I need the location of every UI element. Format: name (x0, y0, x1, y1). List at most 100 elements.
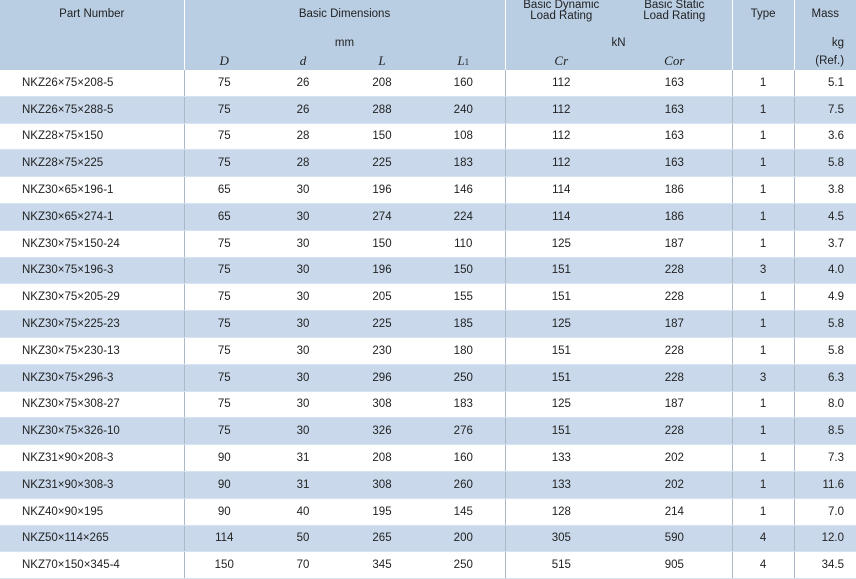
cell-d: 30 (264, 364, 342, 392)
cell-L1: 155 (422, 283, 506, 312)
cell-part-number: NKZ30×75×225-23 (0, 310, 184, 338)
cell-L: 225 (342, 310, 422, 338)
cell-mass: 7.3 (793, 444, 856, 472)
cell-mass: 3.6 (793, 123, 856, 151)
cell-L: 296 (342, 364, 422, 392)
cell-d: 30 (264, 257, 342, 285)
cell-D: 75 (183, 70, 264, 97)
cell-type: 3 (731, 364, 795, 392)
cell-type: 1 (731, 176, 795, 204)
cell-Cor: 905 (617, 551, 733, 579)
cell-L1: 224 (422, 203, 506, 231)
cell-type: 1 (731, 283, 795, 312)
cell-L: 308 (342, 391, 422, 419)
cell-L1: 185 (422, 310, 506, 338)
table-row: NKZ50×114×265 114 50 265 200 305 590 4 12.0 (0, 525, 856, 553)
cell-L: 274 (342, 203, 422, 231)
cell-part-number: NKZ70×150×345-4 (0, 551, 184, 579)
cell-type: 1 (731, 96, 795, 124)
cell-part-number: NKZ50×114×265 (0, 525, 184, 553)
cell-d: 31 (264, 444, 342, 472)
table-row: NKZ30×75×326-10 75 30 326 276 151 228 1 8.5 (0, 417, 856, 446)
cell-Cor: 214 (617, 498, 733, 526)
cell-type: 1 (731, 310, 795, 338)
cell-type: 1 (731, 391, 795, 419)
cell-type: 1 (731, 337, 795, 365)
cell-mass: 5.8 (793, 149, 856, 178)
cell-D: 90 (183, 471, 264, 499)
cell-L: 196 (342, 257, 422, 285)
cell-d: 28 (264, 149, 342, 178)
cell-D: 75 (183, 96, 264, 124)
cell-d: 30 (264, 230, 342, 258)
cell-D: 75 (183, 310, 264, 338)
cell-L1: 180 (422, 337, 506, 365)
cell-Cr: 151 (504, 364, 618, 392)
cell-L1: 160 (422, 444, 506, 472)
cell-Cor: 163 (617, 96, 733, 124)
cell-mass: 3.7 (793, 230, 856, 258)
cell-d: 30 (264, 391, 342, 419)
cell-mass: 3.8 (793, 176, 856, 204)
cell-d: 40 (264, 498, 342, 526)
cell-Cor: 186 (617, 176, 733, 204)
header-mass-ref: (Ref.) (793, 52, 856, 70)
cell-Cr: 125 (504, 310, 618, 338)
cell-Cr: 112 (504, 96, 618, 124)
cell-L: 196 (342, 176, 422, 204)
cell-d: 30 (264, 283, 342, 312)
cell-d: 26 (264, 96, 342, 124)
cell-d: 31 (264, 471, 342, 499)
header-sym-Cor: Cor (617, 52, 733, 70)
table-row: NKZ28×75×150 75 28 150 108 112 163 1 3.6 (0, 123, 856, 151)
table-row: NKZ30×65×274-1 65 30 274 224 114 186 1 4.5 (0, 203, 856, 231)
cell-part-number: NKZ28×75×225 (0, 149, 184, 178)
cell-Cr: 151 (504, 417, 618, 446)
cell-D: 114 (183, 525, 264, 553)
header-sym-D: D (183, 52, 264, 70)
cell-part-number: NKZ30×75×308-27 (0, 391, 184, 419)
cell-type: 1 (731, 444, 795, 472)
cell-mass: 6.3 (793, 364, 856, 392)
cell-d: 50 (264, 525, 342, 553)
cell-Cr: 151 (504, 337, 618, 365)
cell-Cr: 133 (504, 444, 618, 472)
cell-mass: 12.0 (793, 525, 856, 553)
cell-L: 265 (342, 525, 422, 553)
table-row: NKZ70×150×345-4 150 70 345 250 515 905 4 34.5 (0, 551, 856, 579)
cell-L1: 200 (422, 525, 506, 553)
cell-L: 208 (342, 444, 422, 472)
cell-part-number: NKZ30×75×230-13 (0, 337, 184, 365)
cell-part-number: NKZ40×90×195 (0, 498, 184, 526)
header-static-rating: Basic Static Load Rating (617, 0, 733, 34)
cell-part-number: NKZ31×90×308-3 (0, 471, 184, 499)
header-mass-unit: kg (793, 34, 856, 52)
cell-L1: 108 (422, 123, 506, 151)
table-row: NKZ30×75×225-23 75 30 225 185 125 187 1 5.8 (0, 310, 856, 338)
cell-part-number: NKZ30×75×205-29 (0, 283, 184, 312)
cell-mass: 4.0 (793, 257, 856, 285)
cell-type: 1 (731, 70, 795, 97)
header-type: Type (731, 0, 795, 70)
cell-L1: 160 (422, 70, 506, 97)
cell-D: 75 (183, 391, 264, 419)
cell-part-number: NKZ30×65×274-1 (0, 203, 184, 231)
header-basic-dimensions: Basic Dimensions (183, 0, 506, 34)
cell-L1: 250 (422, 551, 506, 579)
cell-D: 75 (183, 149, 264, 178)
cell-type: 1 (731, 123, 795, 151)
table-row: NKZ30×75×196-3 75 30 196 150 151 228 3 4.0 (0, 257, 856, 285)
cell-D: 75 (183, 283, 264, 312)
cell-mass: 11.6 (793, 471, 856, 499)
cell-Cr: 114 (504, 176, 618, 204)
cell-D: 75 (183, 257, 264, 285)
cell-Cr: 125 (504, 230, 618, 258)
cell-L: 308 (342, 471, 422, 499)
cell-d: 30 (264, 203, 342, 231)
cell-Cr: 114 (504, 203, 618, 231)
cell-D: 90 (183, 498, 264, 526)
table-row: NKZ26×75×208-5 75 26 208 160 112 163 1 5.1 (0, 70, 856, 97)
table-header: Part Number Basic Dimensions Basic Dynam… (0, 0, 856, 70)
cell-d: 30 (264, 310, 342, 338)
